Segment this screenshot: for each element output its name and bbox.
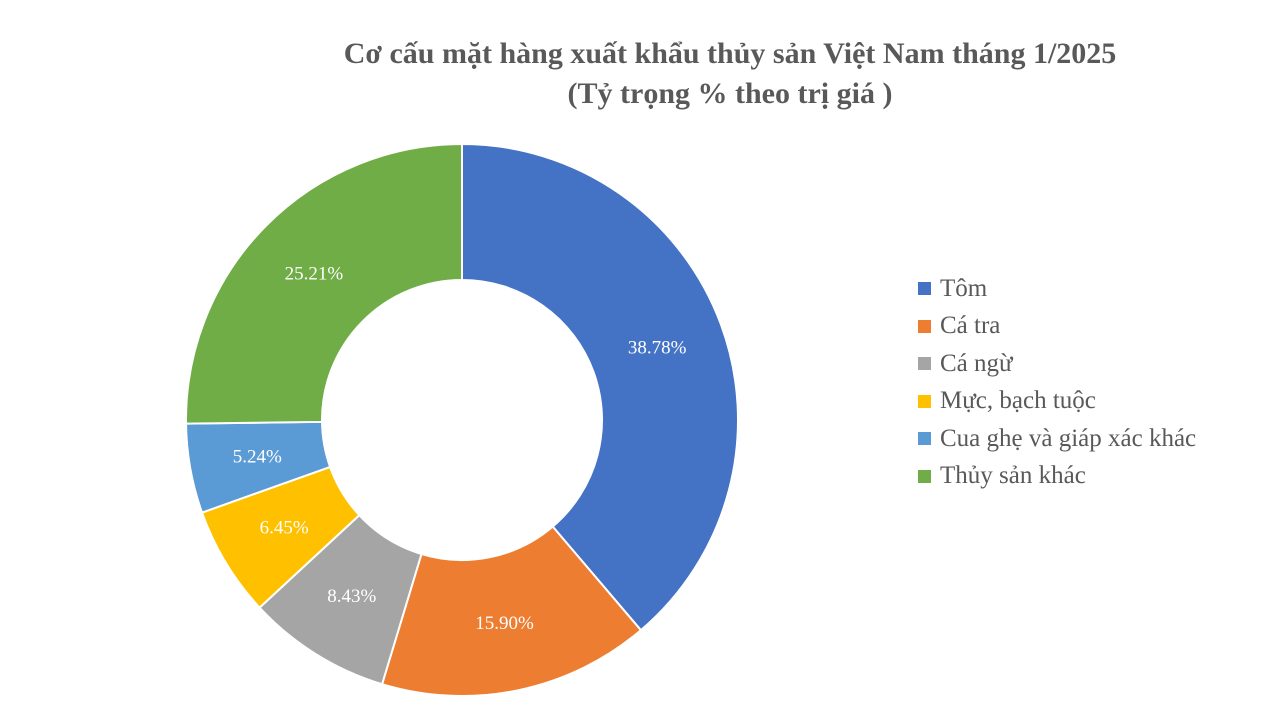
- legend-swatch-tom: [918, 282, 931, 296]
- legend-swatch-ca-ngu: [918, 357, 931, 371]
- legend-swatch-muc-bach-tuoc: [918, 394, 931, 408]
- legend-label-thuy-san-khac: Thủy sản khác: [940, 462, 1086, 490]
- data-label-tom: 38.78%: [628, 338, 687, 359]
- legend-item-thuy-san-khac: Thủy sản khác: [918, 458, 1196, 496]
- chart-title: Cơ cấu mặt hàng xuất khẩu thủy sản Việt …: [343, 37, 1117, 70]
- legend-item-muc-bach-tuoc: Mực, bạch tuộc: [918, 383, 1196, 421]
- legend-label-cua-ghe: Cua ghẹ và giáp xác khác: [940, 424, 1197, 452]
- chart-subtitle: (Tỷ trọng % theo trị giá ): [567, 77, 893, 110]
- slice-tom: [461, 142, 739, 632]
- chart-legend: Tôm Cá tra Cá ngừ Mực, bạch tuộc Cua ghẹ…: [918, 270, 1196, 495]
- data-label-thuy-san-khac: 25.21%: [285, 263, 344, 284]
- legend-label-ca-ngu: Cá ngừ: [940, 349, 1013, 377]
- data-label-ca-ngu: 8.43%: [327, 586, 376, 607]
- data-label-cua-ghe: 5.24%: [233, 446, 282, 467]
- legend-label-tom: Tôm: [940, 274, 988, 302]
- data-label-muc-bach-tuoc: 6.45%: [260, 517, 309, 538]
- legend-item-ca-tra: Cá tra: [918, 308, 1196, 346]
- slice-thuy-san-khac: [185, 142, 463, 425]
- data-label-ca-tra: 15.90%: [475, 613, 534, 634]
- legend-label-muc-bach-tuoc: Mực, bạch tuộc: [940, 387, 1096, 415]
- slice-ca-tra: [380, 525, 643, 697]
- legend-swatch-thuy-san-khac: [918, 469, 931, 483]
- chart-title-block: Cơ cấu mặt hàng xuất khẩu thủy sản Việt …: [230, 34, 1230, 114]
- legend-label-ca-tra: Cá tra: [940, 312, 1001, 340]
- legend-swatch-cua-ghe: [918, 432, 931, 446]
- legend-item-cua-ghe: Cua ghẹ và giáp xác khác: [918, 420, 1196, 458]
- legend-swatch-ca-tra: [918, 319, 931, 333]
- legend-item-ca-ngu: Cá ngừ: [918, 345, 1196, 383]
- legend-item-tom: Tôm: [918, 270, 1196, 308]
